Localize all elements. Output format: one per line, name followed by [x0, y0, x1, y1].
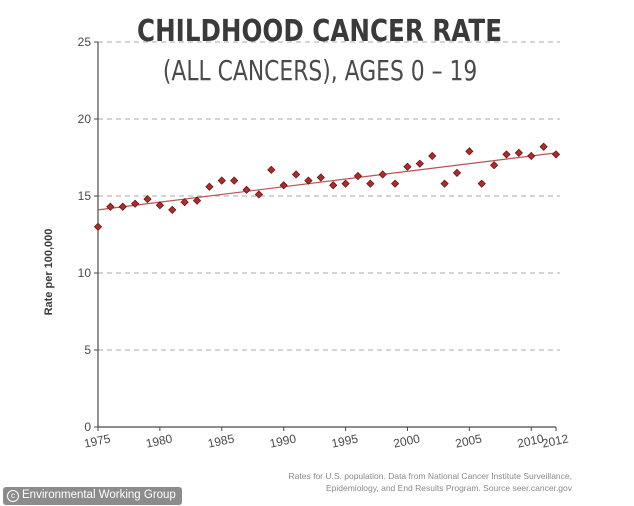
data-point	[477, 179, 486, 188]
source-note-line: Rates for U.S. population. Data from Nat…	[288, 471, 572, 481]
data-point	[267, 165, 276, 174]
data-point	[291, 170, 301, 179]
data-point	[106, 202, 115, 211]
data-point	[329, 181, 338, 190]
y-tick-label: 25	[78, 35, 92, 49]
data-point	[242, 185, 251, 194]
x-tick-label: 1985	[206, 431, 235, 450]
data-point	[403, 162, 412, 171]
x-tick-label: 2012	[541, 431, 570, 450]
data-point	[366, 179, 375, 188]
data-point	[279, 181, 288, 190]
copyright-icon: c	[7, 490, 19, 502]
data-point	[527, 151, 536, 161]
data-point	[378, 170, 387, 179]
gridlines	[98, 41, 560, 351]
trend-line-group	[97, 152, 557, 211]
data-point	[180, 198, 189, 207]
data-point	[316, 173, 325, 182]
trend-line	[97, 152, 557, 211]
x-tick-label: 1990	[268, 431, 297, 450]
data-point	[539, 142, 548, 151]
data-point	[415, 159, 424, 168]
y-tick-label: 5	[84, 343, 91, 357]
data-point	[353, 171, 363, 181]
x-tick-label: 2000	[392, 431, 421, 450]
data-point	[452, 168, 462, 177]
data-point	[254, 190, 264, 199]
data-point	[551, 150, 561, 159]
data-point	[502, 150, 511, 159]
chart-title: CHILDHOOD CANCER RATE	[137, 14, 503, 49]
x-tick-label: 2010	[516, 431, 545, 450]
credit-text: Environmental Working Group	[22, 489, 176, 501]
data-point	[465, 147, 474, 156]
data-point	[168, 205, 177, 214]
y-axis-label: Rate per 100,000	[43, 229, 55, 316]
credit-badge: c Environmental Working Group	[3, 487, 182, 505]
axes: 0 5 10 15 20 25 1975 1980 1985 1990 1995 2000 2005 20…	[78, 35, 570, 451]
source-note: Rates for U.S. population. Data from Nat…	[250, 470, 572, 494]
data-point	[131, 199, 140, 208]
y-tick-label: 20	[78, 112, 92, 126]
data-point	[205, 182, 214, 191]
data-point	[304, 176, 313, 185]
data-point	[192, 196, 202, 205]
data-point	[514, 148, 523, 157]
data-point	[341, 179, 350, 188]
source-note-line: Epidemiology, and End Results Program. S…	[325, 483, 572, 493]
data-point	[155, 201, 164, 210]
y-tick-label: 0	[84, 420, 91, 434]
x-tick-label: 1995	[330, 431, 359, 450]
y-tick-label: 10	[78, 266, 92, 280]
chart-subtitle: (ALL CANCERS), AGES 0 – 19	[162, 54, 478, 87]
data-points	[93, 142, 561, 231]
data-point	[217, 176, 226, 185]
x-tick-label: 1975	[83, 431, 112, 450]
y-tick-label: 15	[78, 189, 92, 203]
data-point	[440, 179, 449, 188]
data-point	[230, 176, 239, 185]
data-point	[490, 161, 499, 170]
data-point	[118, 202, 127, 211]
x-tick-label: 1980	[145, 431, 174, 450]
x-tick-label: 2005	[454, 431, 483, 450]
data-point	[390, 179, 400, 188]
data-point	[93, 222, 103, 231]
data-point	[143, 194, 152, 204]
data-point	[428, 151, 437, 161]
